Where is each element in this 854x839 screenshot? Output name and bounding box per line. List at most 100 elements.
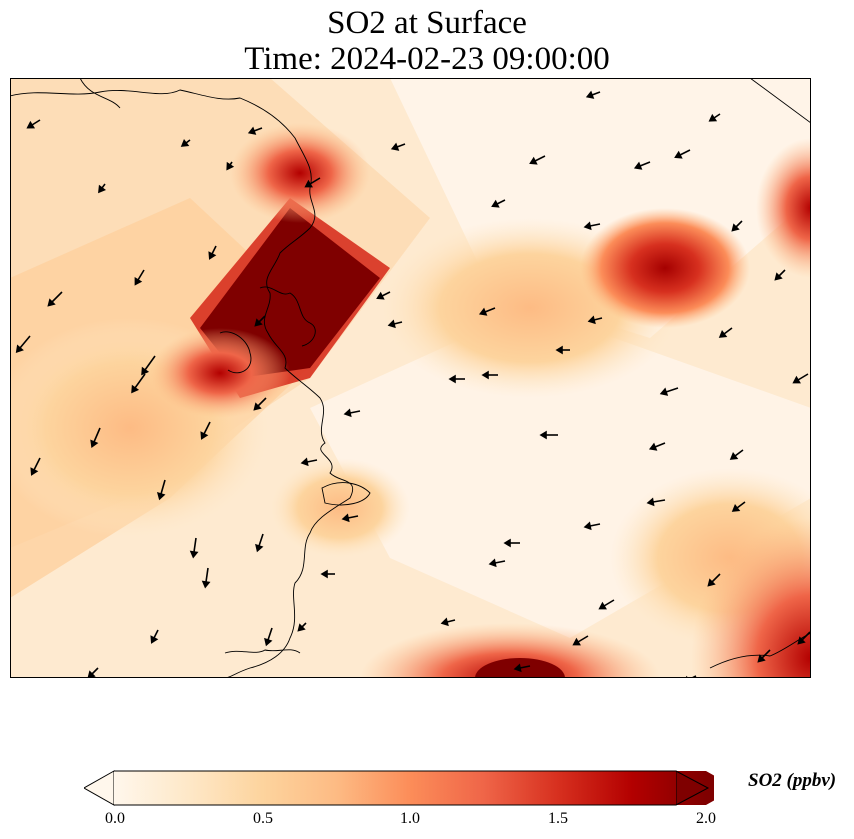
wind-arrow-shaft <box>736 501 746 509</box>
wind-arrow-head <box>440 617 449 627</box>
wind-arrow-head <box>253 402 262 411</box>
wind-arrow-shaft <box>267 627 273 641</box>
wind-arrow-head <box>708 113 718 122</box>
wind-arrow-head <box>572 637 581 646</box>
wind-arrow-shaft <box>639 161 651 167</box>
colorbar-label: SO2 (ppbv) <box>748 770 837 791</box>
wind-arrow-head <box>90 439 99 449</box>
wind-arrow-head <box>478 307 488 316</box>
wind-arrow-shaft <box>160 479 166 495</box>
wind-arrow-head <box>587 315 596 325</box>
wind-arrow-head <box>30 467 39 476</box>
wind-arrow-head <box>583 221 592 231</box>
wind-arrow-head <box>47 298 56 307</box>
wind-arrow-shaft <box>735 220 743 228</box>
colorbar-tick-4: 2.0 <box>696 810 716 827</box>
wind-arrow-shaft <box>101 183 106 189</box>
wind-arrow-shaft <box>679 149 691 156</box>
wind-arrow-head <box>757 654 766 663</box>
wind-arrow-head <box>255 543 264 553</box>
wind-arrow-head <box>513 663 522 673</box>
wind-arrow-head <box>539 430 547 440</box>
wind-arrow-shaft <box>778 269 786 277</box>
wind-arrow-shaft <box>665 387 679 393</box>
wind-arrow-shaft <box>137 269 145 281</box>
wind-arrow-shaft <box>393 321 403 325</box>
wind-arrow-head <box>254 318 263 327</box>
wind-arrow-head <box>633 161 643 170</box>
wind-arrow-head <box>304 179 313 188</box>
wind-arrow-shaft <box>519 665 531 669</box>
wind-arrow-shaft <box>205 567 209 583</box>
wind-arrow-shaft <box>153 629 159 639</box>
wind-arrow-shaft <box>144 355 156 371</box>
wind-arrow-shaft <box>381 291 391 297</box>
wind-arrow-head <box>729 451 739 460</box>
wind-arrow-shaft <box>593 317 603 321</box>
wind-arrow-shaft <box>257 397 267 407</box>
wind-arrow-shaft <box>577 635 589 643</box>
map-frame <box>10 78 811 678</box>
wind-arrow-head <box>150 635 159 644</box>
wind-arrow-head <box>731 503 741 512</box>
wind-arrow-shaft <box>19 335 31 349</box>
wind-arrow-head <box>648 442 658 451</box>
wind-arrow-head <box>300 457 309 467</box>
wind-arrow-shaft <box>591 91 601 96</box>
wind-arrow-head <box>598 601 607 610</box>
so2-map <box>10 78 811 678</box>
wind-arrow-shaft <box>484 307 496 313</box>
wind-arrow-head <box>180 138 190 147</box>
wind-arrow-head <box>488 558 497 568</box>
wind-arrow-head <box>774 272 783 281</box>
wind-arrow-shaft <box>797 373 809 381</box>
wind-arrow-shaft <box>734 449 744 457</box>
colorbar-tick-0: 0.0 <box>105 810 125 827</box>
wind-arrow-shaft <box>31 119 41 126</box>
map-time-subtitle: Time: 2024-02-23 09:00:00 <box>244 41 610 77</box>
wind-arrow-head <box>156 492 166 501</box>
wind-arrow-head <box>26 120 36 129</box>
wind-arrow-shaft <box>93 427 101 443</box>
wind-arrow-head <box>320 569 328 579</box>
wind-arrow-shaft <box>306 459 318 463</box>
wind-arrow-head <box>141 366 150 376</box>
wind-arrow-shaft <box>211 245 217 255</box>
colorbar-tick-2: 1.0 <box>400 810 420 827</box>
wind-arrow-head <box>583 521 592 531</box>
wind-arrow-head <box>718 329 728 338</box>
wind-arrow-head <box>659 387 669 396</box>
wind-arrow-head <box>731 223 740 232</box>
wind-arrow-shaft <box>396 143 406 148</box>
wind-arrow-shaft <box>134 373 146 389</box>
wind-arrow-head <box>131 384 140 394</box>
wind-arrow-shaft <box>711 573 721 583</box>
wind-arrow-shaft <box>652 499 666 503</box>
so2-field <box>10 78 811 678</box>
wind-arrow-head <box>201 580 211 589</box>
colorbar-tick-1: 0.5 <box>253 810 273 827</box>
wind-arrow-shaft <box>347 515 359 519</box>
wind-arrow-shaft <box>654 442 666 448</box>
wind-arrow-head <box>503 538 511 548</box>
wind-arrow-head <box>98 184 107 194</box>
wind-arrow-shaft <box>713 113 721 119</box>
wind-arrow-shaft <box>51 291 63 303</box>
wind-arrow-head <box>646 497 655 507</box>
wind-arrow-head <box>15 344 24 354</box>
wind-arrow-shaft <box>801 631 811 641</box>
wind-arrow-shaft <box>185 139 191 144</box>
colorbar-tick-3: 1.5 <box>548 810 568 827</box>
colorbar <box>84 770 714 806</box>
wind-arrow-head <box>134 277 143 286</box>
wind-arrow-head <box>343 408 352 418</box>
wind-arrow-shaft <box>253 127 263 132</box>
wind-arrow-head <box>555 345 563 355</box>
wind-arrow-head <box>674 150 683 159</box>
wind-arrow-shaft <box>33 457 41 471</box>
wind-arrow-head <box>707 578 716 587</box>
wind-arrow-head <box>189 550 199 559</box>
wind-arrow-shaft <box>494 560 506 564</box>
wind-arrow-shaft <box>349 410 361 414</box>
wind-vectors <box>15 90 811 678</box>
